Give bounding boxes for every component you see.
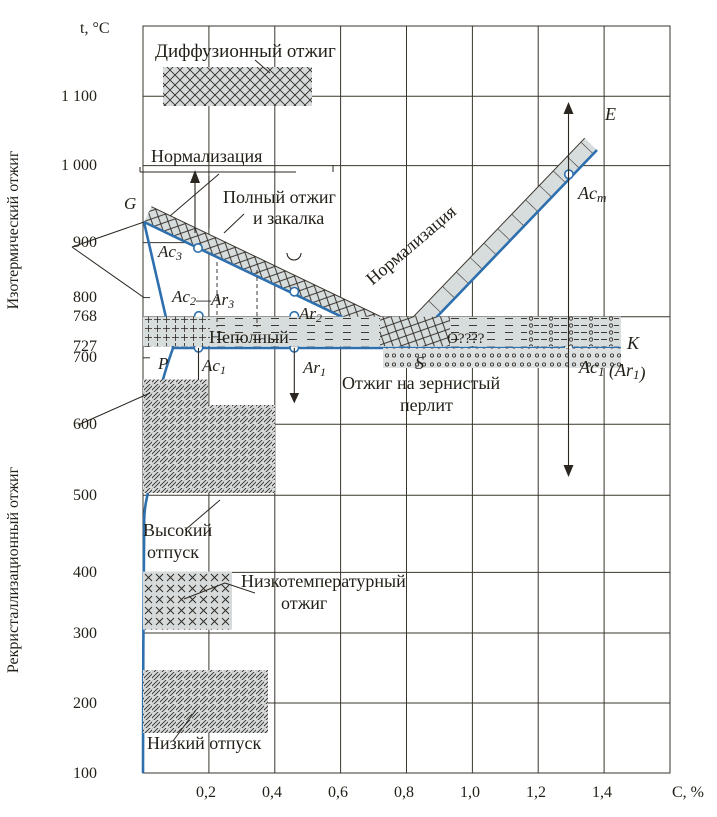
svg-text:Полный отжиг: Полный отжиг	[223, 187, 336, 207]
svg-text:Ac2—Ar3: Ac2—Ar3	[171, 287, 234, 311]
svg-text:800: 800	[73, 289, 97, 306]
svg-text:Рекристаллизационный отжиг: Рекристаллизационный отжиг	[5, 466, 22, 673]
svg-text:Acm: Acm	[577, 183, 606, 205]
svg-text:0,4: 0,4	[262, 784, 282, 801]
svg-text:300: 300	[73, 625, 97, 642]
svg-text:Высокий: Высокий	[143, 520, 212, 540]
svg-text:P: P	[157, 354, 168, 373]
svg-text:0,6: 0,6	[328, 784, 348, 801]
svg-text:отпуск: отпуск	[147, 542, 199, 562]
svg-text:1 000: 1 000	[61, 157, 97, 174]
svg-text:1,2: 1,2	[526, 784, 546, 801]
svg-text:Изотермический отжиг: Изотермический отжиг	[5, 150, 22, 309]
svg-text:0,2: 0,2	[196, 784, 216, 801]
svg-text:перлит: перлит	[400, 395, 453, 415]
svg-text:Неполный: Неполный	[209, 327, 289, 347]
svg-text:Ac3: Ac3	[157, 242, 182, 263]
svg-text:Отжиг на зернистый: Отжиг на зернистый	[342, 373, 500, 393]
svg-text:E: E	[604, 104, 616, 124]
svg-text:G: G	[124, 194, 136, 213]
svg-text:1,0: 1,0	[460, 784, 480, 801]
svg-text:0,8: 0,8	[394, 784, 414, 801]
svg-text:и закалка: и закалка	[253, 208, 324, 228]
svg-text:C, %: C, %	[672, 784, 704, 801]
svg-text:Диффузионный отжиг: Диффузионный отжиг	[155, 41, 336, 62]
svg-text:Низкий отпуск: Низкий отпуск	[147, 733, 262, 753]
svg-text:S: S	[415, 353, 424, 373]
svg-text:768: 768	[73, 308, 97, 325]
svg-text:Ar1: Ar1	[302, 358, 326, 379]
svg-text:О????: О????	[447, 331, 485, 347]
svg-text:700: 700	[73, 349, 97, 366]
svg-text:Низкотемпературный: Низкотемпературный	[241, 571, 406, 591]
svg-text:отжиг: отжиг	[281, 593, 327, 613]
svg-text:t, °C: t, °C	[80, 20, 110, 37]
svg-text:Нормализация: Нормализация	[151, 146, 262, 166]
svg-text:500: 500	[73, 487, 97, 504]
svg-text:1,4: 1,4	[592, 784, 612, 801]
svg-text:200: 200	[73, 695, 97, 712]
svg-text:100: 100	[73, 765, 97, 782]
svg-text:1 100: 1 100	[61, 88, 97, 105]
svg-text:Ac1: Ac1	[201, 356, 226, 377]
svg-text:K: K	[626, 333, 640, 353]
svg-text:400: 400	[73, 564, 97, 581]
svg-text:Ar2: Ar2	[298, 304, 322, 325]
svg-text:Нормализация: Нормализация	[362, 201, 460, 289]
svg-text:Ac1 (Ar1): Ac1 (Ar1)	[578, 357, 645, 384]
